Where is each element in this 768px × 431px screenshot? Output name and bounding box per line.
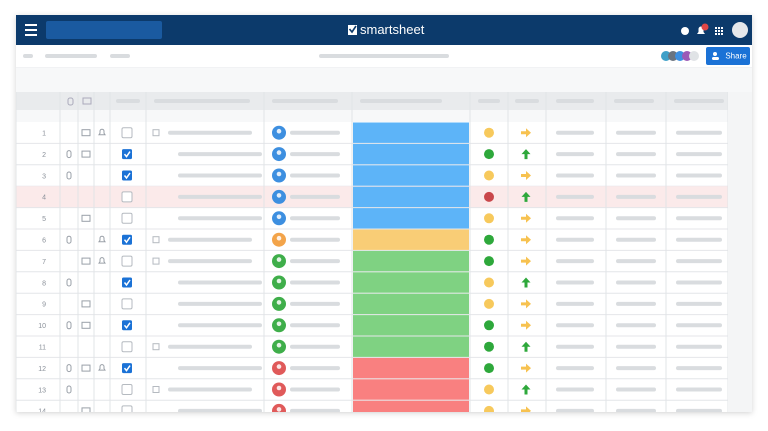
row-number: 10 — [38, 323, 46, 330]
row-number: 4 — [42, 195, 46, 202]
checkbox — [122, 235, 132, 245]
row-number: 1 — [42, 131, 46, 138]
color-block — [353, 358, 469, 378]
status-dot — [484, 406, 494, 416]
checkbox — [122, 385, 132, 395]
row-number: 12 — [38, 366, 46, 373]
checkbox — [122, 256, 132, 266]
color-block — [353, 208, 469, 228]
row-number: 9 — [42, 302, 46, 309]
help-icon[interactable] — [681, 27, 689, 35]
checkbox — [122, 171, 132, 181]
row-number: 14 — [38, 409, 46, 416]
status-dot — [484, 342, 494, 352]
checkbox — [122, 406, 132, 416]
color-block — [353, 272, 469, 292]
status-dot — [484, 192, 494, 202]
row-number: 13 — [38, 387, 46, 394]
apps-icon[interactable] — [715, 27, 723, 35]
color-block — [353, 294, 469, 314]
logo: smartsheet — [360, 22, 425, 37]
row-number: 7 — [42, 259, 46, 266]
user-avatar[interactable] — [732, 22, 748, 38]
checkbox — [122, 128, 132, 138]
row-number: 11 — [39, 345, 46, 352]
checkbox — [122, 192, 132, 202]
row-number: 8 — [42, 280, 46, 287]
row-number: 6 — [42, 238, 46, 245]
status-dot — [484, 171, 494, 181]
row: 4 — [16, 186, 728, 207]
checkbox — [122, 213, 132, 223]
status-dot — [484, 385, 494, 395]
status-dot — [484, 128, 494, 138]
color-block — [353, 315, 469, 335]
checkbox — [122, 320, 132, 330]
status-dot — [484, 299, 494, 309]
collaborator-avatars — [661, 51, 699, 61]
row-number: 2 — [42, 152, 46, 159]
status-dot — [484, 363, 494, 373]
status-dot — [484, 256, 494, 266]
checkbox — [122, 342, 132, 352]
notification-badge — [702, 24, 709, 31]
checkbox — [122, 299, 132, 309]
color-block — [353, 401, 469, 421]
color-block — [353, 230, 469, 250]
color-block — [353, 144, 469, 164]
status-dot — [484, 320, 494, 330]
color-block — [353, 187, 469, 207]
color-block — [353, 251, 469, 271]
status-dot — [484, 235, 494, 245]
status-dot — [484, 149, 494, 159]
share-label[interactable]: Share — [725, 52, 747, 61]
color-block — [353, 123, 469, 143]
status-dot — [484, 278, 494, 288]
color-block — [353, 337, 469, 357]
row-number: 3 — [42, 173, 46, 180]
row-number: 5 — [42, 216, 46, 223]
search-box[interactable] — [46, 21, 162, 39]
status-dot — [484, 213, 494, 223]
color-block — [353, 165, 469, 185]
checkbox — [122, 149, 132, 159]
color-block — [353, 379, 469, 399]
checkbox — [122, 363, 132, 373]
checkbox — [122, 278, 132, 288]
